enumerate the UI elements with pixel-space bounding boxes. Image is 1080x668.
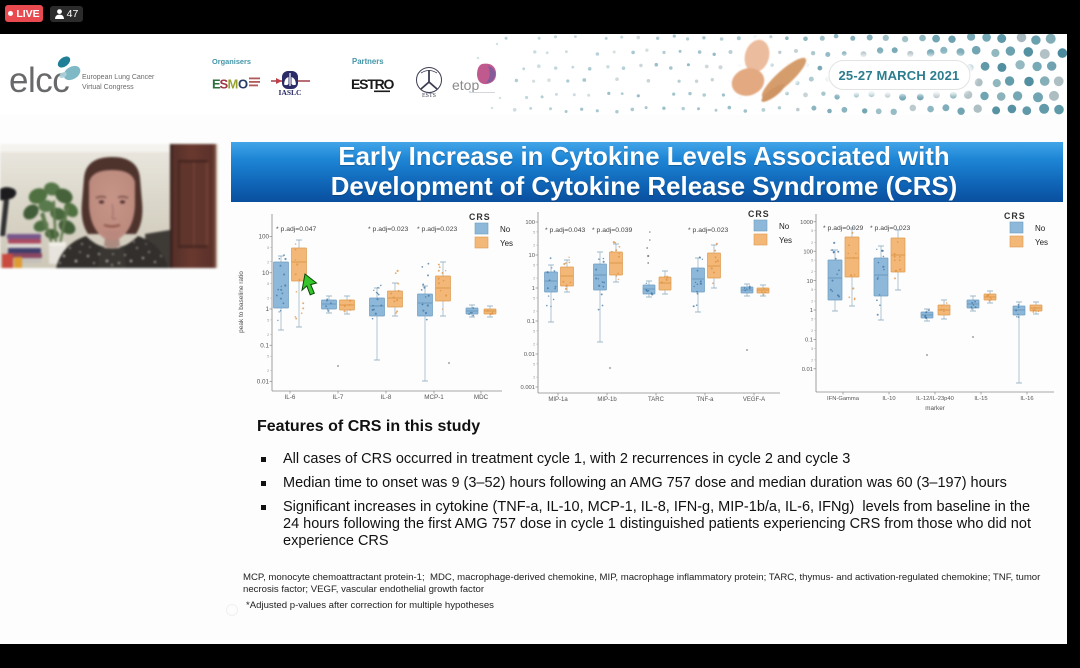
- svg-text:0.01: 0.01: [802, 367, 813, 373]
- svg-text:MCP-1: MCP-1: [424, 394, 444, 401]
- svg-text:0.001: 0.001: [520, 385, 535, 391]
- svg-text:No: No: [500, 225, 511, 234]
- svg-text:No: No: [1035, 224, 1046, 233]
- svg-text:CRS: CRS: [1004, 211, 1026, 221]
- svg-text:Organisers: Organisers: [212, 57, 251, 66]
- svg-text:IL-6: IL-6: [285, 394, 296, 401]
- svg-text:* p.adj=0.023: * p.adj=0.023: [688, 227, 728, 234]
- svg-text:etop: etop: [452, 77, 479, 93]
- svg-text:Yes: Yes: [1035, 238, 1048, 247]
- svg-text:VEGF-A: VEGF-A: [743, 397, 765, 403]
- svg-text:Yes: Yes: [500, 239, 513, 248]
- svg-text:IL-12/IL-23p40: IL-12/IL-23p40: [916, 396, 954, 402]
- svg-text:* p.adj=0.043: * p.adj=0.043: [545, 227, 585, 234]
- svg-text:Yes: Yes: [779, 236, 792, 245]
- svg-text:2: 2: [811, 358, 813, 362]
- svg-text:Virtual Congress: Virtual Congress: [82, 84, 134, 91]
- svg-text:5: 5: [533, 263, 535, 267]
- svg-text:2: 2: [533, 376, 535, 380]
- svg-text:MIP-1a: MIP-1a: [548, 397, 568, 403]
- svg-text:E: E: [212, 77, 221, 92]
- svg-text:TNF-a: TNF-a: [697, 397, 715, 403]
- svg-text:5: 5: [267, 282, 269, 286]
- svg-text:M: M: [228, 77, 239, 92]
- svg-text:CRS: CRS: [469, 212, 491, 222]
- svg-text:MDC: MDC: [474, 394, 489, 401]
- svg-text:IL-15: IL-15: [974, 396, 987, 402]
- svg-text:European Lung Cancer: European Lung Cancer: [82, 74, 155, 81]
- svg-text:S: S: [220, 77, 229, 92]
- svg-text:ESTS: ESTS: [422, 93, 436, 99]
- svg-text:1000: 1000: [800, 220, 813, 226]
- svg-text:* p.adj=0.023: * p.adj=0.023: [417, 226, 457, 233]
- svg-text:0.1: 0.1: [805, 338, 813, 344]
- svg-text:25-27 MARCH 2021: 25-27 MARCH 2021: [839, 68, 960, 83]
- svg-text:1: 1: [532, 286, 535, 292]
- svg-text:2: 2: [267, 260, 269, 264]
- svg-text:marker: marker: [925, 405, 945, 412]
- svg-text:5: 5: [811, 347, 813, 351]
- svg-text:2: 2: [533, 277, 535, 281]
- svg-text:2: 2: [811, 329, 813, 333]
- svg-text:IL-16: IL-16: [1020, 396, 1033, 402]
- svg-text:0.01: 0.01: [524, 352, 535, 358]
- svg-text:O: O: [238, 77, 248, 92]
- svg-text:5: 5: [811, 317, 813, 321]
- svg-text:100: 100: [803, 249, 813, 255]
- svg-text:MIP-1b: MIP-1b: [597, 397, 617, 403]
- svg-text:5: 5: [267, 318, 269, 322]
- svg-text:10: 10: [262, 270, 270, 277]
- svg-text:CRS: CRS: [748, 209, 770, 219]
- svg-text:10: 10: [529, 253, 535, 259]
- svg-text:2: 2: [267, 333, 269, 337]
- svg-text:100: 100: [525, 220, 535, 226]
- svg-text:0.01: 0.01: [257, 379, 270, 386]
- svg-text:1: 1: [810, 308, 813, 314]
- svg-text:* p.adj=0.029: * p.adj=0.029: [823, 225, 863, 232]
- svg-text:2: 2: [811, 300, 813, 304]
- svg-text:* p.adj=0.039: * p.adj=0.039: [592, 227, 632, 234]
- svg-text:IL-7: IL-7: [333, 394, 344, 401]
- svg-text:No: No: [779, 222, 790, 231]
- svg-text:* p.adj=0.047: * p.adj=0.047: [276, 226, 316, 233]
- svg-text:2: 2: [533, 310, 535, 314]
- svg-text:2: 2: [811, 270, 813, 274]
- svg-text:5: 5: [811, 259, 813, 263]
- svg-text:IL-8: IL-8: [381, 394, 392, 401]
- svg-text:5: 5: [267, 246, 269, 250]
- svg-text:2: 2: [267, 369, 269, 373]
- svg-text:ESTRO: ESTRO: [351, 76, 395, 92]
- svg-text:TARC: TARC: [648, 397, 665, 403]
- svg-text:Partners: Partners: [352, 57, 384, 66]
- svg-text:5: 5: [811, 229, 813, 233]
- svg-text:10: 10: [807, 279, 813, 285]
- svg-text:* p.adj=0.023: * p.adj=0.023: [368, 226, 408, 233]
- svg-text:IFN-Gamma: IFN-Gamma: [827, 396, 860, 402]
- svg-text:1: 1: [265, 306, 269, 313]
- svg-text:0.1: 0.1: [527, 319, 535, 325]
- svg-text:2: 2: [533, 343, 535, 347]
- svg-text:5: 5: [267, 355, 269, 359]
- svg-text:0.1: 0.1: [260, 342, 269, 349]
- svg-text:5: 5: [533, 230, 535, 234]
- svg-text:elcc: elcc: [9, 61, 69, 100]
- svg-text:100: 100: [258, 234, 269, 241]
- svg-text:2: 2: [811, 241, 813, 245]
- svg-text:IASLC: IASLC: [279, 88, 302, 97]
- svg-text:5: 5: [811, 288, 813, 292]
- svg-text:5: 5: [533, 329, 535, 333]
- svg-text:5: 5: [533, 362, 535, 366]
- svg-text:2: 2: [267, 297, 269, 301]
- svg-text:IL-10: IL-10: [882, 396, 895, 402]
- svg-text:5: 5: [533, 296, 535, 300]
- svg-text:2: 2: [533, 244, 535, 248]
- svg-text:* p.adj=0.023: * p.adj=0.023: [870, 225, 910, 232]
- svg-text:peak to baseline ratio: peak to baseline ratio: [238, 271, 245, 333]
